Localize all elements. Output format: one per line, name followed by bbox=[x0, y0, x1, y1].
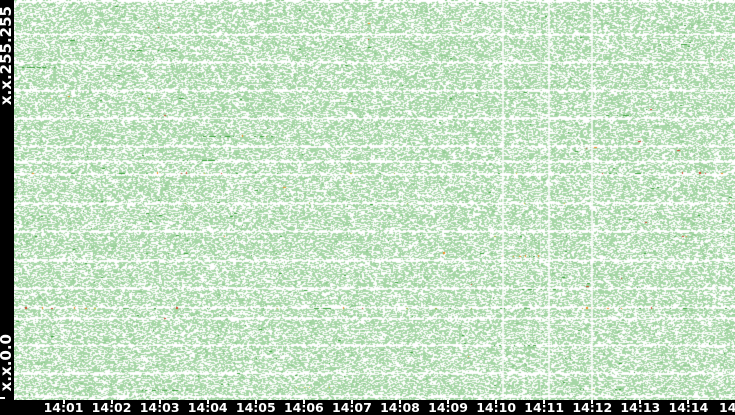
x-tick-label: 14:08 bbox=[380, 400, 420, 415]
y-axis-max-label: x.x.255.255 bbox=[0, 6, 15, 106]
x-tick-label-partial: 14 bbox=[719, 400, 735, 415]
x-tick-label: 14:13 bbox=[620, 400, 661, 415]
x-tick-mark bbox=[206, 400, 209, 404]
y-axis-bar: x.x.255.255 x.x.0.0 bbox=[0, 0, 15, 415]
x-axis-bar: 14 14:01 14:02 14:03 14:04 14:05 14:06 14:07 14… bbox=[0, 400, 735, 415]
x-tick-label: 14:12 bbox=[572, 400, 613, 415]
x-tick-mark bbox=[302, 400, 305, 404]
y-axis-min-label: x.x.0.0 bbox=[0, 333, 15, 391]
x-tick-mark bbox=[687, 400, 690, 404]
traffic-scatter-plot[interactable] bbox=[14, 0, 735, 400]
x-tick-label: 14:09 bbox=[428, 400, 468, 415]
x-tick-label: 14:11 bbox=[524, 400, 565, 415]
x-tick-label: 14:05 bbox=[235, 400, 276, 415]
x-tick-label: 14:04 bbox=[187, 400, 228, 415]
x-tick-mark bbox=[350, 400, 353, 404]
x-tick-mark bbox=[158, 400, 161, 404]
x-tick-label: 14:03 bbox=[139, 400, 180, 415]
x-tick-mark bbox=[543, 400, 546, 404]
x-tick-label: 14:14 bbox=[668, 400, 709, 415]
x-tick-label: 14:10 bbox=[476, 400, 517, 415]
x-tick-mark bbox=[110, 400, 113, 404]
x-tick-label: 14:02 bbox=[91, 400, 132, 415]
x-tick-mark bbox=[398, 400, 401, 404]
y-axis-origin-tick bbox=[0, 397, 5, 399]
x-tick-label: 14:06 bbox=[283, 400, 324, 415]
x-tick-label: 14:07 bbox=[332, 400, 372, 415]
x-tick-mark bbox=[62, 400, 65, 404]
x-tick-label: 14:01 bbox=[43, 400, 84, 415]
x-tick-mark bbox=[639, 400, 642, 404]
x-tick-mark bbox=[447, 400, 450, 404]
x-tick-mark bbox=[254, 400, 257, 404]
x-tick-mark bbox=[495, 400, 498, 404]
x-tick-mark bbox=[591, 400, 594, 404]
